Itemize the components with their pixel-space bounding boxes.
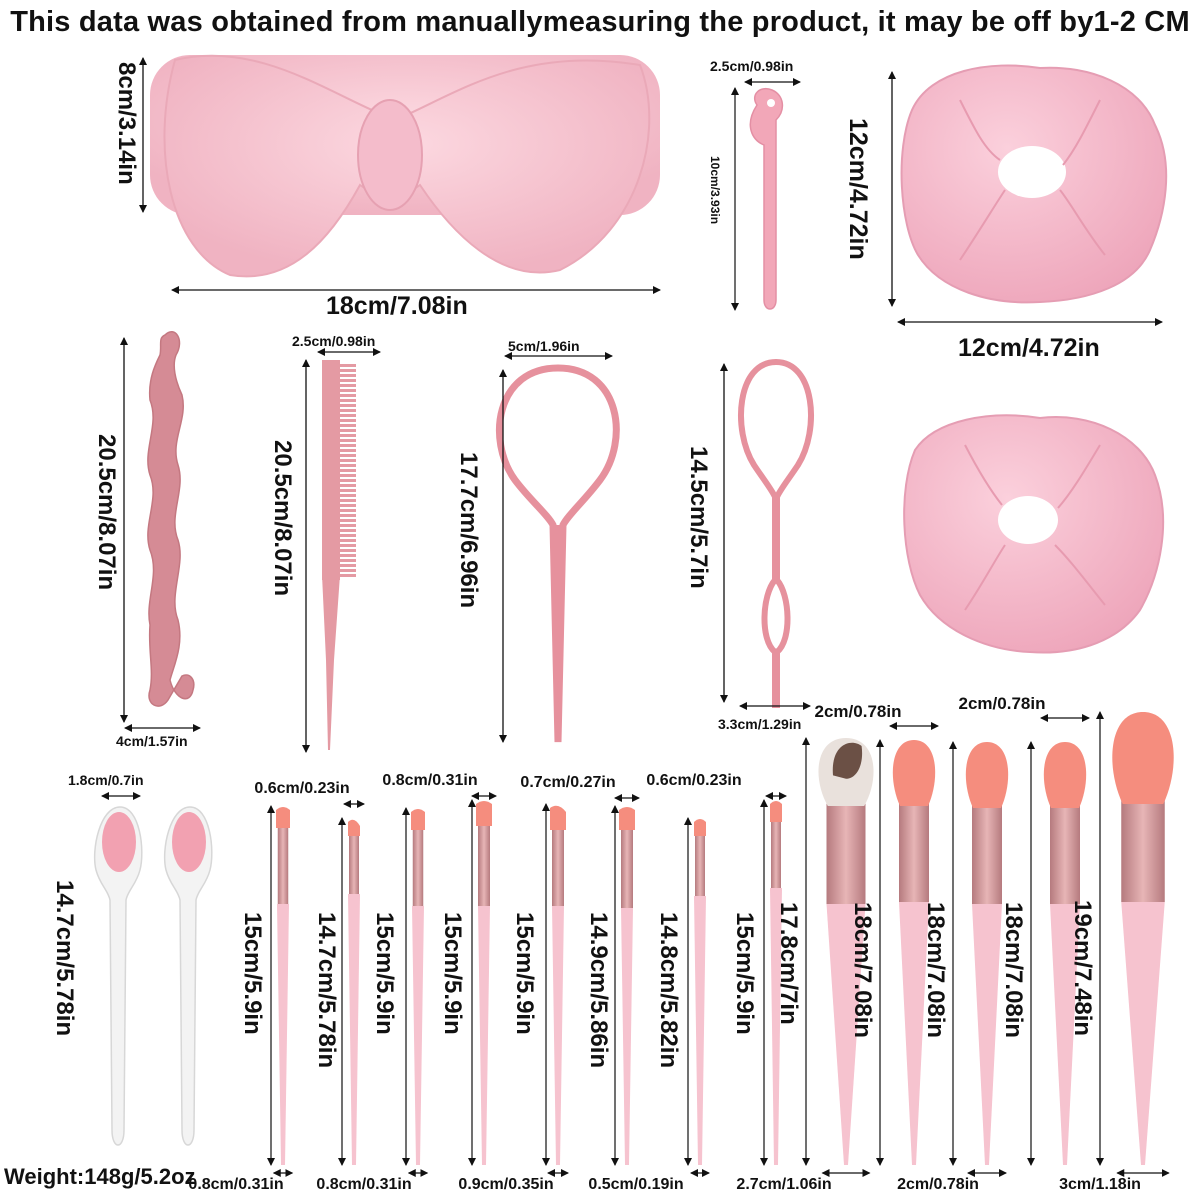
makeup-brush-8 — [760, 792, 787, 1166]
bun-hook-width-label: 4cm/1.57in — [116, 733, 188, 749]
brush-3-bottom-width-label: 0.8cm/0.31in — [316, 1176, 412, 1193]
makeup-brush-11 — [949, 741, 1009, 1177]
topsy-large-width-label: 5cm/1.96in — [508, 338, 580, 354]
brush-6-height-label: 14.9cm/5.86in — [585, 912, 612, 1069]
brush-5-height-label: 15cm/5.9in — [511, 912, 538, 1035]
brush-1-bottom-width-label: 0.8cm/0.31in — [188, 1176, 284, 1193]
makeup-brush-9 — [802, 737, 874, 1177]
bun-hook-image — [147, 331, 195, 707]
brush-4-top-width-label: 0.8cm/0.31in — [382, 772, 478, 789]
scrunchie-height-label: 12cm/4.72in — [844, 118, 872, 260]
tail-comb-width-label: 2.5cm/0.98in — [292, 333, 376, 349]
topsy-tail-large-image — [495, 364, 620, 743]
headband-height-label: 8cm/3.14in — [113, 62, 140, 185]
brush-7-bottom-width-label: 0.5cm/0.19in — [588, 1176, 684, 1193]
lip-brush-height-label: 14.7cm/5.78in — [51, 880, 78, 1037]
topsy-small-height-label: 14.5cm/5.7in — [685, 446, 712, 589]
loop-pin-image — [749, 88, 784, 310]
brush-5-bottom-width-label: 0.9cm/0.35in — [458, 1176, 554, 1193]
brush-9-height-label: 17.8cm/7in — [775, 902, 802, 1025]
loop-pin-width-label: 2.5cm/0.98in — [710, 58, 794, 74]
makeup-brush-1 — [267, 805, 294, 1177]
makeup-brush-4 — [468, 792, 497, 1166]
brush-12-top-width-label: 2cm/0.78in — [958, 694, 1046, 713]
scrunchie-bottom-image — [903, 414, 1165, 654]
brush-3-height-label: 15cm/5.9in — [371, 912, 398, 1035]
scrunchie-top-image — [900, 64, 1168, 304]
brush-8-height-label: 15cm/5.9in — [731, 912, 758, 1035]
brush-10-top-width-label: 2cm/0.78in — [814, 702, 902, 721]
scrunchie-width-label: 12cm/4.72in — [958, 334, 1100, 362]
bun-hook-height-label: 20.5cm/8.07in — [93, 434, 120, 591]
brush-13-height-label: 19cm/7.48in — [1069, 900, 1096, 1037]
makeup-brush-12 — [1027, 714, 1090, 1166]
brush-10-height-label: 18cm/7.08in — [849, 902, 876, 1039]
lip-brush-image-left — [93, 806, 143, 1146]
headband-width-label: 18cm/7.08in — [326, 292, 468, 320]
makeup-brush-13 — [1096, 711, 1174, 1177]
makeup-brush-2 — [338, 800, 365, 1166]
brush-12-height-label: 18cm/7.08in — [1000, 902, 1027, 1039]
topsy-large-height-label: 17.7cm/6.96in — [455, 452, 482, 609]
brush-8-top-width-label: 0.6cm/0.23in — [646, 772, 742, 789]
header-note: This data was obtained from manuallymeas… — [10, 6, 1190, 38]
makeup-brush-5 — [542, 803, 569, 1177]
tail-comb-height-label: 20.5cm/8.07in — [269, 440, 296, 597]
loop-pin-height-label: 10cm/3.93in — [708, 156, 722, 225]
brush-2-top-width-label: 0.6cm/0.23in — [254, 780, 350, 797]
topsy-tail-small-image — [737, 358, 815, 708]
headband-image — [150, 54, 660, 278]
brush-9-bottom-width-label: 2.7cm/1.06in — [736, 1176, 832, 1193]
brush-11-height-label: 18cm/7.08in — [922, 902, 949, 1039]
weight-label: Weight:148g/5.2oz — [4, 1164, 196, 1189]
lip-brush-width-label: 1.8cm/0.7in — [68, 772, 144, 788]
brush-2-height-label: 14.7cm/5.78in — [313, 912, 340, 1069]
lip-brush-image-right — [163, 806, 213, 1146]
makeup-brush-6 — [611, 794, 640, 1166]
makeup-brushes — [267, 711, 1174, 1177]
brush-6-top-width-label: 0.7cm/0.27in — [520, 774, 616, 791]
brush-11-bottom-width-label: 2cm/0.78in — [897, 1176, 979, 1193]
topsy-small-width-label: 3.3cm/1.29in — [718, 716, 802, 732]
makeup-brush-10 — [876, 722, 939, 1166]
brush-7-height-label: 14.8cm/5.82in — [655, 912, 682, 1069]
tail-comb-image — [322, 360, 356, 750]
brush-1-height-label: 15cm/5.9in — [239, 912, 266, 1035]
brush-13-bottom-width-label: 3cm/1.18in — [1059, 1176, 1141, 1193]
brush-4-height-label: 15cm/5.9in — [439, 912, 466, 1035]
makeup-brush-3 — [402, 807, 429, 1177]
makeup-brush-7 — [684, 817, 710, 1177]
